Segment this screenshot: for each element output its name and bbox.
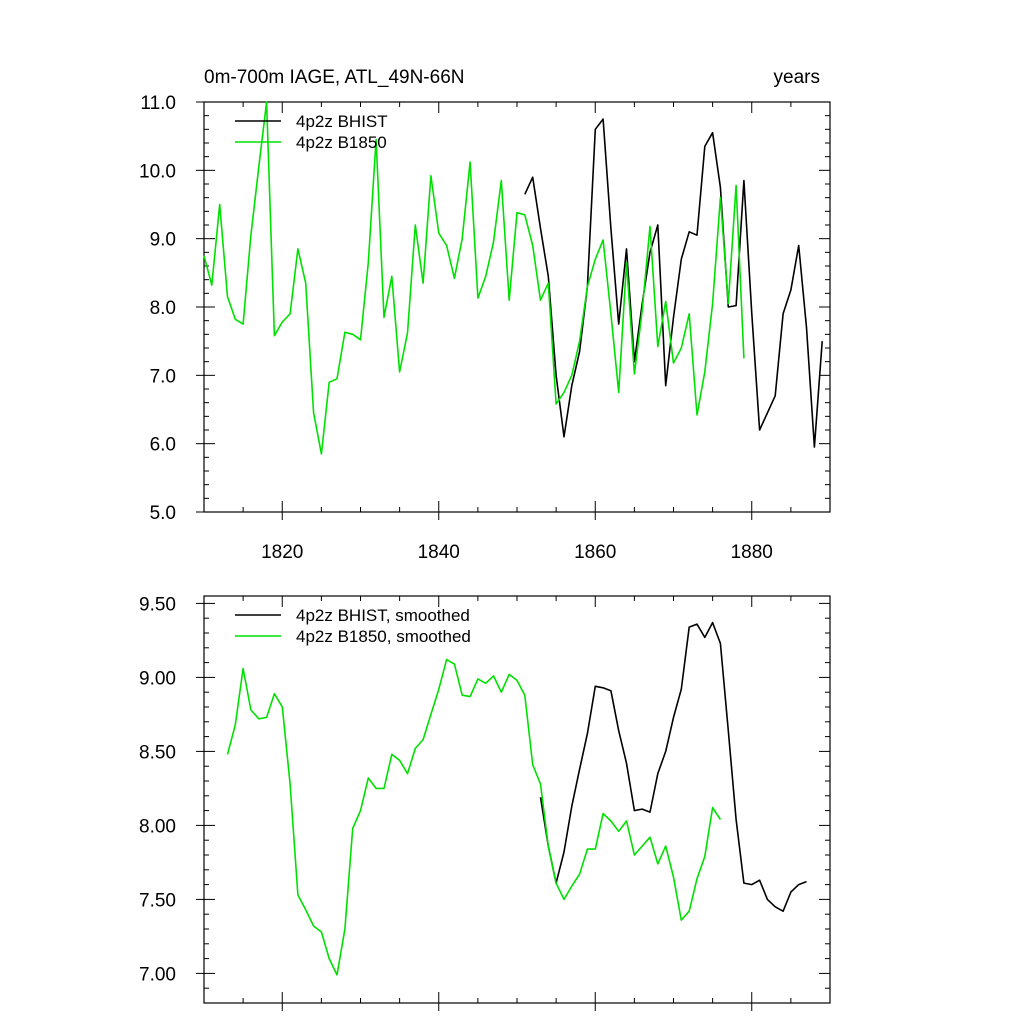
y-tick-label: 9.0	[150, 230, 176, 251]
y-tick-label: 5.0	[150, 503, 176, 524]
top-chart-units: years	[774, 67, 820, 88]
y-tick-label: 8.0	[150, 298, 176, 319]
series-line	[203, 101, 745, 455]
series-line	[539, 621, 807, 913]
bottom-chart-panel: 7.00 7.50 8.00 8.50 9.00 9.50 4p2z BHIST, smoo…	[139, 594, 831, 1011]
y-tick-label: 10.0	[139, 161, 176, 182]
y-tick-label: 7.50	[139, 890, 176, 911]
y-tick-label: 6.0	[150, 435, 176, 456]
y-tick-label: 7.0	[150, 366, 176, 387]
legend-label: 4p2z BHIST	[296, 112, 388, 131]
legend-label: 4p2z B1850, smoothed	[296, 627, 471, 646]
y-tick-label: 8.50	[139, 742, 176, 763]
legend-label: 4p2z BHIST, smoothed	[296, 606, 470, 625]
y-tick-label: 11.0	[140, 93, 176, 114]
x-tick-label: 1840	[418, 542, 460, 563]
legend-label: 4p2z B1850	[296, 133, 387, 152]
plot-frame	[203, 101, 831, 513]
x-tick-label: 1880	[731, 542, 773, 563]
plot-frame	[203, 595, 831, 1004]
y-tick-label: 9.50	[139, 594, 176, 615]
y-tick-label: 7.00	[139, 964, 176, 985]
y-tick-label: 8.00	[139, 816, 176, 837]
series-line	[226, 658, 722, 976]
top-chart-title: 0m-700m IAGE, ATL_49N-66N	[204, 67, 464, 88]
y-tick-label: 9.00	[139, 668, 176, 689]
series-line	[524, 118, 823, 448]
x-tick-label: 1860	[574, 542, 616, 563]
x-tick-label: 1820	[261, 542, 303, 563]
top-chart-panel: 1820 1840 1860 1880 5.0 6.0 7.0 8.0 9.0 10.0 11.0 4…	[139, 93, 831, 563]
